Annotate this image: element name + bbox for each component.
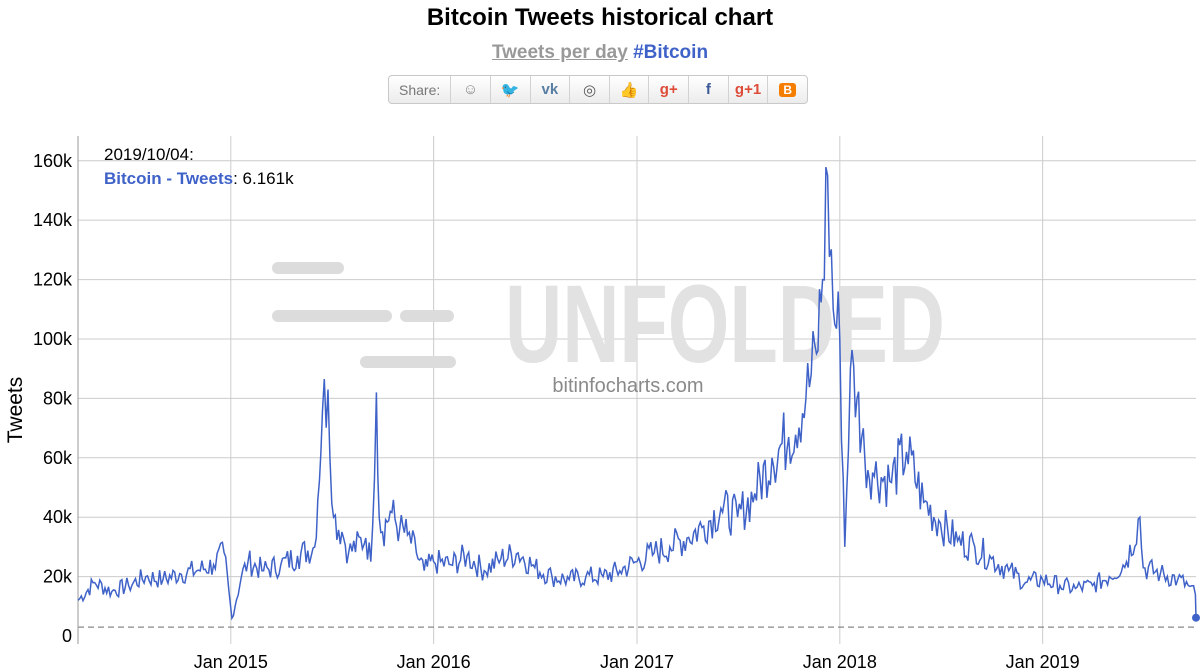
series-line <box>77 166 1197 621</box>
google-plus-one-button[interactable]: g+1 <box>729 76 769 103</box>
y-tick-label: 80k <box>43 388 73 408</box>
share-bar: Share: ☺ 🐦 vk ◎ 👍 g+ f g+1 B <box>388 75 808 104</box>
twitter-icon: 🐦 <box>500 81 520 99</box>
tooltip-line: Bitcoin - Tweets: 6.161k <box>104 169 294 188</box>
tooltip-series-name: Bitcoin - Tweets <box>104 169 233 188</box>
tooltip-date: 2019/10/04: <box>104 145 194 164</box>
tooltip-value: 6.161k <box>243 169 295 188</box>
y-tick-label: 140k <box>33 210 73 230</box>
series-layer <box>77 166 1200 622</box>
y-tick-label: 0 <box>62 626 72 646</box>
watermark-bar <box>272 262 344 274</box>
page-subtitle: Tweets per day #Bitcoin <box>0 42 1200 64</box>
watermark-brand: UNFOLDED <box>505 263 945 386</box>
x-tick-label: Jan 2018 <box>803 652 877 672</box>
blogger-share-button[interactable]: B <box>768 76 807 103</box>
y-tick-label: 40k <box>43 507 73 527</box>
tooltip-separator: : <box>233 169 242 188</box>
watermark-bar <box>400 310 454 322</box>
y-tick-label: 160k <box>33 151 73 171</box>
vk-share-button[interactable]: vk <box>531 76 571 103</box>
google-plus-icon: g+ <box>659 81 678 98</box>
page-title: Bitcoin Tweets historical chart <box>426 4 774 31</box>
blogger-icon: B <box>779 82 797 97</box>
watermark-site: bitinfocharts.com <box>552 375 703 397</box>
watermark-bar <box>360 356 456 368</box>
weibo-icon: ◎ <box>582 81 597 99</box>
x-tick-label: Jan 2019 <box>1006 652 1080 672</box>
current-point-marker <box>1192 613 1200 622</box>
watermark: UNFOLDED bitinfocharts.com <box>272 262 945 397</box>
y-tick-label: 100k <box>33 329 73 349</box>
reddit-share-button[interactable]: ☺ <box>451 76 491 103</box>
hashtag-label: #Bitcoin <box>633 42 709 63</box>
facebook-share-button[interactable]: f <box>689 76 729 103</box>
share-label: Share: <box>389 76 452 103</box>
y-tick-label: 120k <box>33 270 73 290</box>
y-tick-label: 20k <box>43 567 73 587</box>
axes: 0 20k 40k 60k 80k 100k 120k 140k 160k Jan 2015 Jan… <box>33 136 1080 672</box>
thumbs-up-icon: 👍 <box>619 81 639 99</box>
twitter-share-button[interactable]: 🐦 <box>491 76 531 103</box>
y-tick-label: 60k <box>43 448 73 468</box>
tooltip: 2019/10/04: Bitcoin - Tweets: 6.161k <box>104 145 294 188</box>
y-axis-label: Tweets <box>4 377 27 444</box>
x-tick-label: Jan 2015 <box>194 652 268 672</box>
facebook-icon: f <box>705 81 711 98</box>
grid-lines <box>78 136 1196 644</box>
google-plus-one-icon: g+1 <box>734 81 762 98</box>
google-plus-share-button[interactable]: g+ <box>649 76 690 103</box>
x-tick-label: Jan 2017 <box>600 652 674 672</box>
metric-link[interactable]: Tweets per day <box>491 42 628 63</box>
weibo-share-button[interactable]: ◎ <box>570 76 610 103</box>
watermark-bar <box>272 310 392 322</box>
x-tick-label: Jan 2016 <box>397 652 471 672</box>
vk-icon: vk <box>541 81 559 98</box>
reddit-icon: ☺ <box>462 81 479 98</box>
like-button[interactable]: 👍 <box>610 76 650 103</box>
